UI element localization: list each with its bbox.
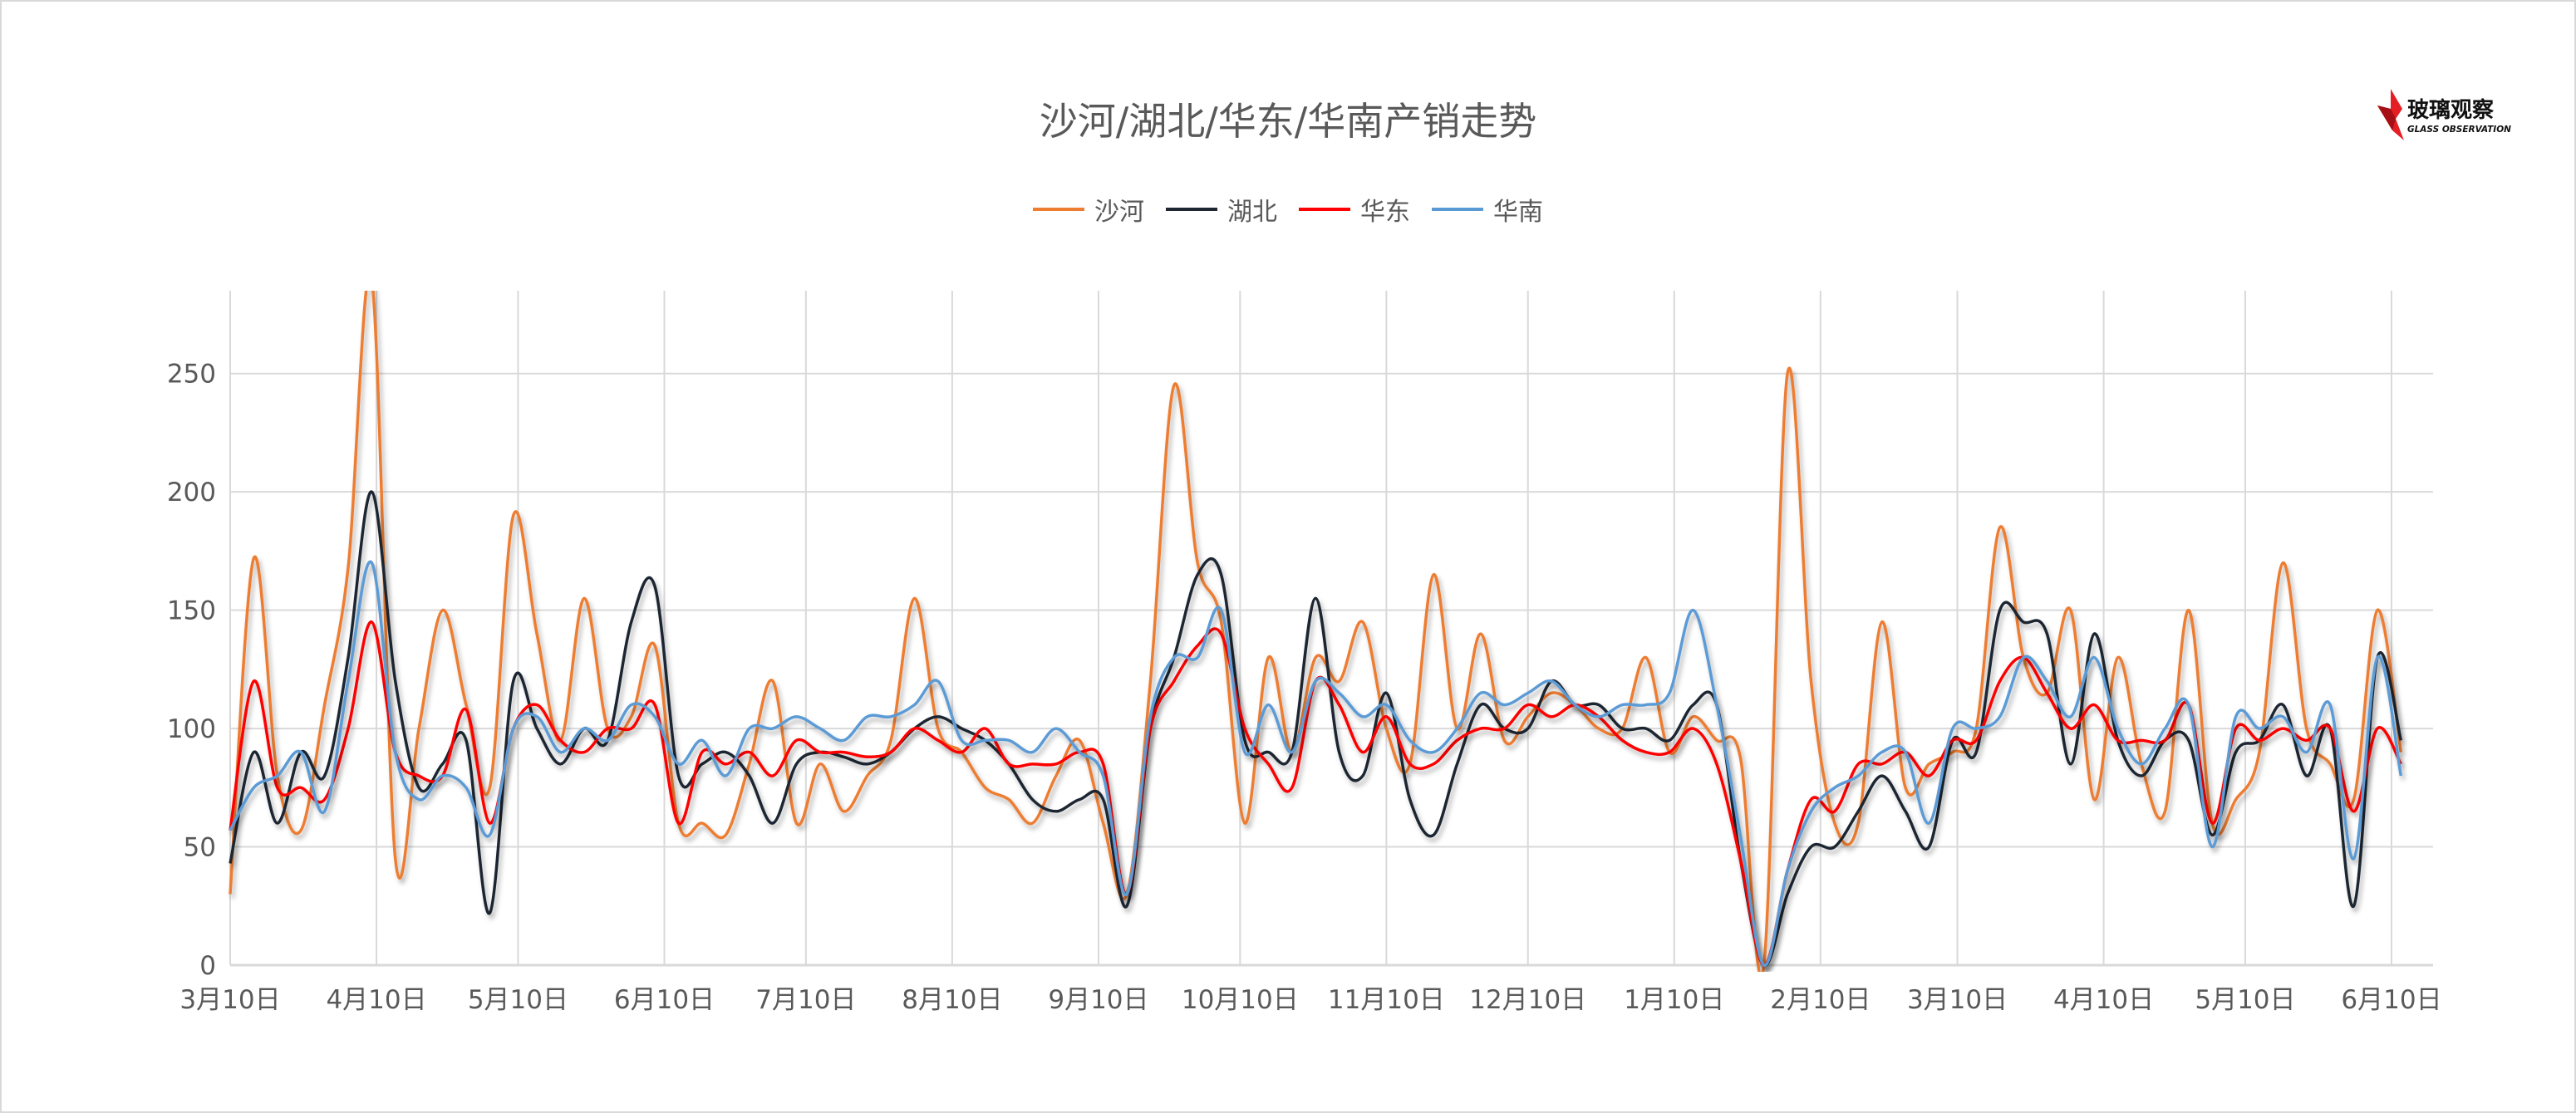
x-tick-label: 9月10日 bbox=[1048, 985, 1148, 1015]
y-tick-label: 50 bbox=[184, 833, 216, 863]
x-tick-label: 6月10日 bbox=[2341, 985, 2441, 1015]
legend-swatch bbox=[1033, 208, 1084, 211]
y-tick-label: 100 bbox=[167, 714, 216, 744]
glass-observation-logo: 玻璃观察 GLASS OBSERVATION bbox=[2377, 89, 2511, 140]
x-tick-label: 6月10日 bbox=[614, 985, 715, 1015]
x-tick-label: 2月10日 bbox=[1770, 985, 1871, 1015]
svg-text:玻璃观察: 玻璃观察 bbox=[2407, 97, 2495, 123]
series-line-华南 bbox=[229, 560, 2403, 967]
x-tick-label: 5月10日 bbox=[468, 985, 568, 1015]
x-tick-label: 4月10日 bbox=[2053, 985, 2154, 1015]
legend-item-shahe[interactable]: 沙河 bbox=[1033, 191, 1144, 228]
x-tick-label: 8月10日 bbox=[902, 985, 1002, 1015]
series-line-华东 bbox=[229, 620, 2402, 967]
x-tick-label: 10月10日 bbox=[1182, 985, 1299, 1015]
series-line-湖北 bbox=[229, 490, 2403, 967]
x-tick-label: 5月10日 bbox=[2195, 985, 2295, 1015]
x-tick-label: 7月10日 bbox=[755, 985, 856, 1015]
legend-swatch bbox=[1299, 208, 1350, 211]
legend: 沙河 湖北 华东 华南 bbox=[2, 191, 2574, 228]
legend-item-huanan[interactable]: 华南 bbox=[1432, 191, 1543, 228]
series-line-沙河 bbox=[229, 291, 2403, 972]
x-tick-label: 3月10日 bbox=[1907, 985, 2008, 1015]
legend-swatch bbox=[1166, 208, 1217, 211]
svg-text:GLASS OBSERVATION: GLASS OBSERVATION bbox=[2407, 125, 2511, 135]
y-tick-label: 250 bbox=[167, 360, 216, 390]
y-tick-label: 150 bbox=[167, 596, 216, 626]
y-tick-label: 200 bbox=[167, 478, 216, 507]
legend-label: 华南 bbox=[1493, 198, 1543, 227]
y-tick-label: 0 bbox=[199, 951, 216, 981]
legend-item-huadong[interactable]: 华东 bbox=[1299, 191, 1410, 228]
legend-label: 华东 bbox=[1360, 198, 1410, 227]
x-tick-label: 4月10日 bbox=[326, 985, 426, 1015]
chart-title: 沙河/湖北/华东/华南产销走势 bbox=[1039, 99, 1537, 144]
x-tick-label: 12月10日 bbox=[1469, 985, 1586, 1015]
x-tick-label: 11月10日 bbox=[1328, 985, 1445, 1015]
legend-label: 沙河 bbox=[1094, 198, 1144, 227]
x-tick-label: 1月10日 bbox=[1624, 985, 1724, 1015]
legend-item-hubei[interactable]: 湖北 bbox=[1166, 191, 1277, 228]
legend-swatch bbox=[1432, 208, 1483, 211]
x-tick-label: 3月10日 bbox=[179, 985, 280, 1015]
legend-label: 湖北 bbox=[1227, 198, 1277, 227]
